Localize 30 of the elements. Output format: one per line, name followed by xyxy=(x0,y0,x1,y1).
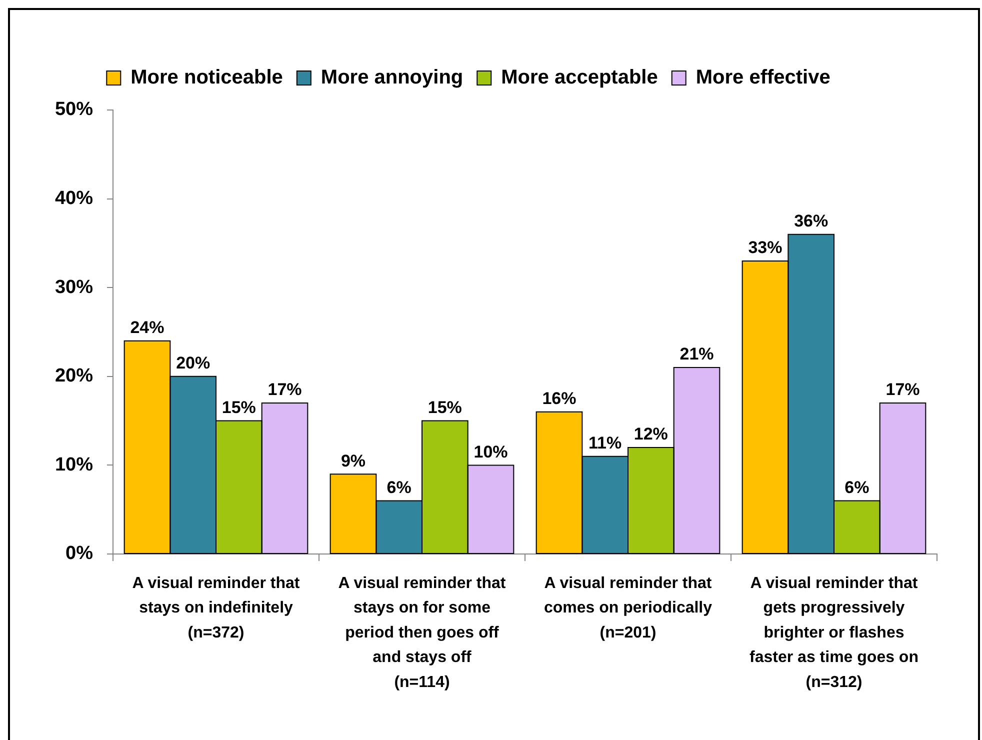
y-tick-label: 20% xyxy=(54,366,94,387)
legend-label: More acceptable xyxy=(501,66,658,89)
y-tick-label: 10% xyxy=(54,454,94,476)
data-label: 11% xyxy=(588,434,622,453)
data-label: 17% xyxy=(886,380,920,400)
x-tick-label: A visual reminder that comes on periodically (n=201) xyxy=(544,574,712,642)
y-tick-label: 30% xyxy=(54,276,94,298)
y-tick-label: 0% xyxy=(66,543,94,564)
legend-label: More annoying xyxy=(320,66,464,89)
data-label: 16% xyxy=(542,389,576,408)
data-label: 10% xyxy=(474,442,508,462)
data-label: 36% xyxy=(794,212,828,231)
data-label: 6% xyxy=(844,478,870,497)
y-tick-label: 50% xyxy=(54,99,94,120)
data-label: 6% xyxy=(386,478,412,497)
data-label: 33% xyxy=(748,238,782,258)
data-label: 12% xyxy=(634,424,668,444)
data-label: 24% xyxy=(130,318,164,338)
x-tick-label: A visual reminder that gets progressively brighter or flashes faster as time goes on (n=312) xyxy=(750,574,918,692)
data-label: 15% xyxy=(222,398,256,417)
data-label: 9% xyxy=(340,451,366,470)
data-label: 17% xyxy=(268,380,302,400)
data-label: 15% xyxy=(428,398,462,417)
data-label: 21% xyxy=(680,344,714,364)
y-tick-label: 40% xyxy=(54,188,94,210)
x-tick-label: A visual reminder that stays on for some period then goes off and stays off (n=114) xyxy=(338,574,506,692)
legend-label: More noticeable xyxy=(130,66,283,89)
legend-label: More effective xyxy=(696,66,830,89)
data-label: 20% xyxy=(176,354,210,373)
x-tick-label: A visual reminder that stays on indefinitely (n=372) xyxy=(132,574,300,642)
